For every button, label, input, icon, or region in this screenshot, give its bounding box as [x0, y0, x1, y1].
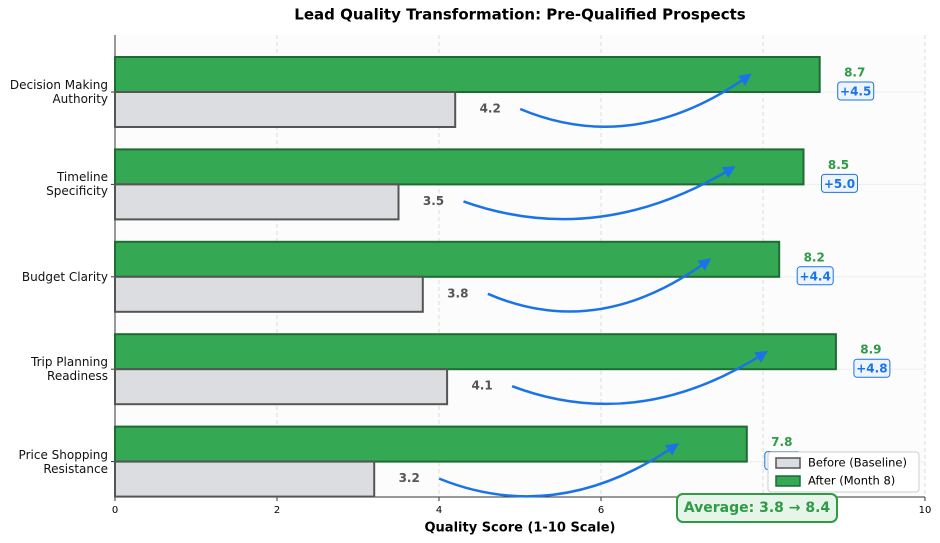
y-tick-label: Decision Making Authority: [9, 78, 108, 106]
change-box: [837, 81, 875, 101]
value-label-before: 3.8: [447, 286, 468, 300]
change-box: [853, 358, 891, 378]
legend-label: After (Month 8): [808, 474, 895, 488]
x-axis-label: Quality Score (1-10 Scale): [424, 521, 615, 536]
y-tick-label: Price Shopping Resistance: [18, 447, 108, 476]
arrow: [463, 166, 736, 221]
value-label-after: 8.9: [860, 343, 881, 357]
bar-after: [114, 56, 821, 93]
y-tick-label: Trip Planning Readiness: [31, 355, 108, 384]
x-tick-label: 10: [919, 505, 932, 516]
x-tick-label: 6: [598, 505, 604, 516]
arrow: [511, 350, 769, 406]
chart-title: Lead Quality Transformation: Pre-Qualifi…: [294, 6, 746, 24]
change-label: +4.5: [840, 85, 871, 99]
bar-before: [114, 91, 457, 128]
summary-box: [676, 493, 838, 523]
bar-after: [114, 240, 781, 278]
arrow: [438, 443, 679, 498]
bar-before: [114, 460, 376, 498]
bar-after: [114, 148, 805, 186]
y-tick-label: Budget Clarity: [21, 269, 108, 284]
arrow: [519, 73, 752, 128]
x-tick-label: 4: [436, 505, 442, 516]
legend: Before (Baseline) After (Month 8): [767, 451, 920, 493]
bar-after: [114, 333, 837, 371]
y-tick-label: Timeline Specificity: [46, 170, 108, 199]
legend-swatch: [775, 475, 801, 487]
legend-swatch: [775, 457, 801, 469]
value-label-before: 4.2: [480, 102, 501, 116]
value-label-after: 8.5: [828, 158, 849, 172]
change-label: +5.0: [824, 177, 855, 191]
legend-frame: [767, 451, 920, 493]
bar-before: [114, 275, 424, 313]
change-box: [821, 173, 858, 193]
bar-before: [114, 183, 400, 221]
change-label: +4.8: [856, 362, 887, 376]
bar-after: [114, 425, 748, 463]
bar-before: [114, 368, 449, 406]
value-label-after: 7.8: [771, 435, 792, 449]
x-tick-label: 2: [274, 505, 280, 516]
legend-label: Before (Baseline): [808, 456, 907, 470]
value-label-before: 3.5: [423, 194, 444, 208]
summary: Average: 3.8 → 8.4: [684, 500, 831, 516]
value-label-before: 3.2: [399, 471, 420, 485]
value-label-after: 8.7: [844, 66, 865, 80]
arrow: [487, 258, 712, 313]
value-label-after: 8.2: [804, 250, 825, 264]
value-label-before: 4.1: [471, 379, 492, 393]
change-box: [796, 266, 834, 286]
change-label: +4.4: [800, 269, 831, 283]
x-tick-label: 0: [112, 505, 118, 516]
